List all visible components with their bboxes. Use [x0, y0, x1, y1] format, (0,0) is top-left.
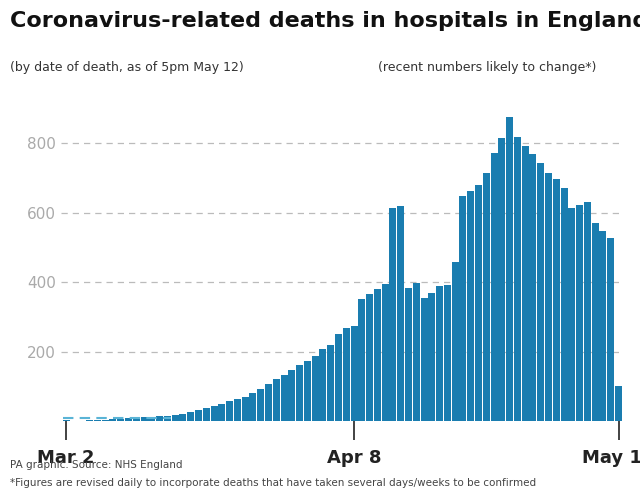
Bar [257, 389, 264, 421]
Bar [273, 379, 280, 421]
Bar [390, 208, 396, 421]
Bar [491, 153, 497, 421]
Bar [289, 370, 295, 421]
Bar [615, 386, 622, 421]
Bar [296, 366, 303, 421]
Bar [164, 416, 171, 421]
Bar [522, 146, 529, 421]
Bar [576, 205, 583, 421]
Bar [405, 288, 412, 421]
Bar [358, 299, 365, 421]
Bar [506, 118, 513, 421]
Bar [537, 163, 544, 421]
Bar [366, 294, 373, 421]
Bar [397, 206, 404, 421]
Text: Coronavirus-related deaths in hospitals in England: Coronavirus-related deaths in hospitals … [10, 11, 640, 31]
Bar [280, 375, 287, 421]
Bar [117, 419, 124, 421]
Bar [211, 406, 218, 421]
Bar [226, 402, 233, 421]
Bar [460, 196, 467, 421]
Bar [319, 349, 326, 421]
Bar [156, 416, 163, 421]
Bar [172, 415, 179, 421]
Bar [86, 420, 93, 421]
Bar [141, 417, 148, 421]
Bar [203, 409, 210, 421]
Bar [304, 361, 311, 421]
Bar [584, 202, 591, 421]
Bar [529, 154, 536, 421]
Bar [420, 298, 428, 421]
Bar [343, 329, 350, 421]
Bar [148, 417, 156, 421]
Bar [109, 419, 116, 421]
Text: (by date of death, as of 5pm May 12): (by date of death, as of 5pm May 12) [10, 61, 243, 74]
Bar [413, 283, 420, 421]
Bar [132, 418, 140, 421]
Bar [312, 356, 319, 421]
Bar [234, 399, 241, 421]
Text: (recent numbers likely to change*): (recent numbers likely to change*) [378, 61, 596, 74]
Bar [600, 231, 607, 421]
Bar [444, 285, 451, 421]
Bar [607, 238, 614, 421]
Bar [553, 179, 560, 421]
Bar [327, 345, 334, 421]
Bar [218, 404, 225, 421]
Bar [94, 420, 101, 421]
Bar [242, 397, 249, 421]
Text: PA graphic. Source: NHS England: PA graphic. Source: NHS England [10, 460, 182, 470]
Bar [335, 334, 342, 421]
Bar [467, 191, 474, 421]
Bar [499, 138, 506, 421]
Bar [351, 326, 358, 421]
Bar [452, 262, 459, 421]
Bar [265, 384, 272, 421]
Bar [568, 207, 575, 421]
Bar [475, 185, 482, 421]
Bar [63, 420, 70, 421]
Bar [179, 414, 186, 421]
Bar [195, 411, 202, 421]
Bar [545, 173, 552, 421]
Bar [374, 289, 381, 421]
Text: *Figures are revised daily to incorporate deaths that have taken several days/we: *Figures are revised daily to incorporat… [10, 478, 536, 488]
Bar [436, 286, 443, 421]
Bar [514, 137, 521, 421]
Bar [483, 173, 490, 421]
Bar [592, 222, 598, 421]
Bar [250, 393, 257, 421]
Bar [561, 188, 568, 421]
Bar [381, 284, 388, 421]
Bar [102, 419, 109, 421]
Bar [428, 292, 435, 421]
Bar [125, 418, 132, 421]
Bar [188, 412, 194, 421]
